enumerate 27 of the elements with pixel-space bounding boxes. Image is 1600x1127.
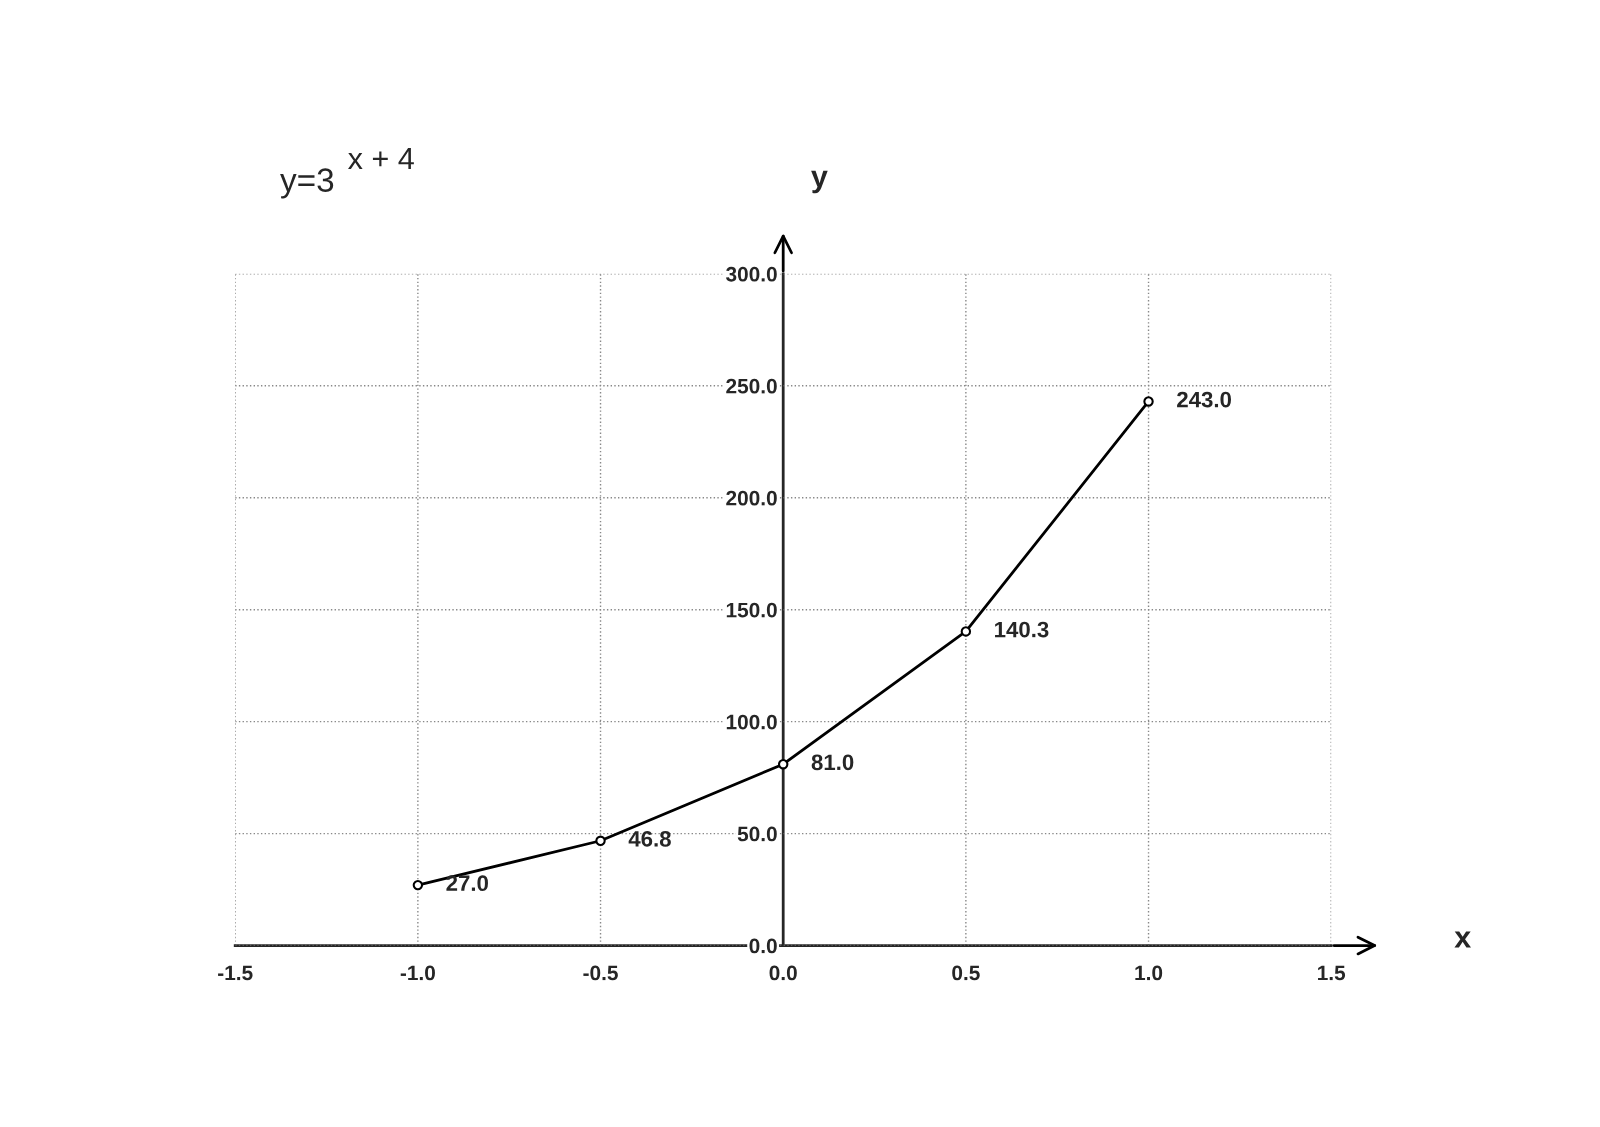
x-tick-label: 1.5 (1318, 965, 1346, 981)
chart-title: y=3x + 4 (280, 148, 414, 199)
x-tick-label: -1.5 (218, 965, 253, 981)
data-label: 27.0 (446, 875, 488, 892)
y-tick-label: 150.0 (726, 602, 777, 618)
x-tick-label: -0.5 (583, 965, 618, 981)
y-tick-label: 100.0 (726, 714, 777, 730)
y-tick-label: 50.0 (737, 826, 777, 842)
x-tick-label: -1.0 (400, 965, 435, 981)
y-tick-label: 0.0 (749, 938, 777, 954)
x-tick-label: 1.0 (1135, 965, 1163, 981)
x-axis-title: x (1454, 931, 1471, 948)
data-label: 243.0 (1177, 391, 1232, 408)
y-tick-label: 250.0 (726, 378, 777, 394)
y-axis-title: y (811, 170, 828, 194)
point (595, 835, 606, 846)
x-tick-label: 0.5 (952, 965, 980, 981)
x-tick-label: 0.0 (769, 965, 797, 981)
data-label: 46.8 (628, 831, 671, 847)
point (412, 879, 424, 891)
data-label: 140.3 (995, 621, 1049, 638)
point (777, 758, 789, 770)
data-label: 81.0 (811, 754, 854, 771)
y-tick-label: 200.0 (726, 490, 777, 506)
y-tick-label: 300.0 (725, 266, 777, 282)
point (960, 626, 972, 637)
point (1143, 396, 1154, 407)
